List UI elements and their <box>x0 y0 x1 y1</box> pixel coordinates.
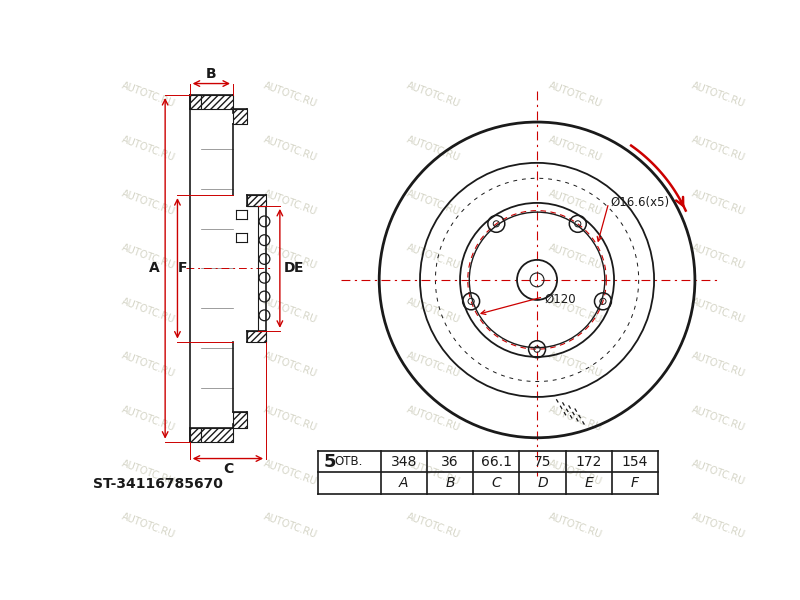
Bar <box>246 331 266 341</box>
Text: AUTOTC.RU: AUTOTC.RU <box>262 242 318 271</box>
Text: C: C <box>491 476 501 490</box>
Text: AUTOTC.RU: AUTOTC.RU <box>405 458 462 487</box>
Text: D: D <box>537 476 548 490</box>
Text: AUTOTC.RU: AUTOTC.RU <box>120 81 176 109</box>
Text: B: B <box>206 67 217 82</box>
Text: AUTOTC.RU: AUTOTC.RU <box>690 296 746 325</box>
Bar <box>190 428 201 442</box>
Text: F: F <box>631 476 639 490</box>
Text: 5: 5 <box>324 452 336 470</box>
Text: AUTOTC.RU: AUTOTC.RU <box>547 242 604 271</box>
Text: AUTOTC.RU: AUTOTC.RU <box>547 404 604 433</box>
Text: Ø120: Ø120 <box>545 293 576 305</box>
Text: AUTOTC.RU: AUTOTC.RU <box>547 458 604 487</box>
Text: AUTOTC.RU: AUTOTC.RU <box>690 404 746 433</box>
Text: AUTOTC.RU: AUTOTC.RU <box>690 134 746 163</box>
Text: 75: 75 <box>534 455 551 469</box>
Text: AUTOTC.RU: AUTOTC.RU <box>262 404 318 433</box>
Text: AUTOTC.RU: AUTOTC.RU <box>405 242 462 271</box>
Text: 154: 154 <box>622 455 648 469</box>
Text: AUTOTC.RU: AUTOTC.RU <box>405 81 462 109</box>
Text: AUTOTC.RU: AUTOTC.RU <box>405 134 462 163</box>
Bar <box>233 412 246 428</box>
Bar <box>190 95 201 109</box>
Text: AUTOTC.RU: AUTOTC.RU <box>120 512 176 541</box>
Text: 36: 36 <box>442 455 459 469</box>
Text: AUTOTC.RU: AUTOTC.RU <box>262 188 318 217</box>
Text: AUTOTC.RU: AUTOTC.RU <box>547 350 604 379</box>
Text: AUTOTC.RU: AUTOTC.RU <box>120 350 176 379</box>
Text: ОТВ.: ОТВ. <box>334 455 363 468</box>
Text: AUTOTC.RU: AUTOTC.RU <box>405 404 462 433</box>
Text: AUTOTC.RU: AUTOTC.RU <box>547 512 604 541</box>
Bar <box>201 428 233 442</box>
Text: AUTOTC.RU: AUTOTC.RU <box>405 296 462 325</box>
Text: Ø16.6(x5): Ø16.6(x5) <box>610 196 670 209</box>
Bar <box>233 109 246 124</box>
Text: A: A <box>399 476 409 490</box>
Text: 348: 348 <box>390 455 417 469</box>
Bar <box>201 95 233 109</box>
Text: B: B <box>446 476 454 490</box>
Text: A: A <box>149 262 160 275</box>
Text: AUTOTC.RU: AUTOTC.RU <box>120 404 176 433</box>
Text: AUTOTC.RU: AUTOTC.RU <box>690 458 746 487</box>
Text: AUTOTC.RU: AUTOTC.RU <box>690 350 746 379</box>
Text: AUTOTC.RU: AUTOTC.RU <box>405 350 462 379</box>
Text: AUTOTC.RU: AUTOTC.RU <box>690 242 746 271</box>
Text: E: E <box>294 262 303 275</box>
Text: E: E <box>584 476 593 490</box>
Text: AUTOTC.RU: AUTOTC.RU <box>262 134 318 163</box>
Text: AUTOTC.RU: AUTOTC.RU <box>120 296 176 325</box>
Text: AUTOTC.RU: AUTOTC.RU <box>262 296 318 325</box>
Text: AUTOTC.RU: AUTOTC.RU <box>262 350 318 379</box>
Text: F: F <box>178 262 187 275</box>
Text: AUTOTC.RU: AUTOTC.RU <box>547 134 604 163</box>
Text: AUTOTC.RU: AUTOTC.RU <box>405 188 462 217</box>
Text: AUTOTC.RU: AUTOTC.RU <box>120 242 176 271</box>
Text: AUTOTC.RU: AUTOTC.RU <box>690 188 746 217</box>
Text: AUTOTC.RU: AUTOTC.RU <box>405 512 462 541</box>
Text: AUTOTC.RU: AUTOTC.RU <box>262 81 318 109</box>
Text: AUTOTC.RU: AUTOTC.RU <box>120 188 176 217</box>
Text: AUTOTC.RU: AUTOTC.RU <box>547 188 604 217</box>
Text: AUTOTC.RU: AUTOTC.RU <box>690 81 746 109</box>
Bar <box>246 195 266 206</box>
Text: AUTOTC.RU: AUTOTC.RU <box>262 512 318 541</box>
Text: 172: 172 <box>575 455 602 469</box>
Text: AUTOTC.RU: AUTOTC.RU <box>547 81 604 109</box>
Text: AUTOTC.RU: AUTOTC.RU <box>120 458 176 487</box>
Text: AUTOTC.RU: AUTOTC.RU <box>547 296 604 325</box>
Text: 66.1: 66.1 <box>481 455 512 469</box>
Text: ST-34116785670: ST-34116785670 <box>93 477 222 491</box>
Text: AUTOTC.RU: AUTOTC.RU <box>120 134 176 163</box>
Text: AUTOTC.RU: AUTOTC.RU <box>262 458 318 487</box>
Text: AUTOTC.RU: AUTOTC.RU <box>690 512 746 541</box>
Text: C: C <box>222 463 233 476</box>
Text: D: D <box>284 262 296 275</box>
